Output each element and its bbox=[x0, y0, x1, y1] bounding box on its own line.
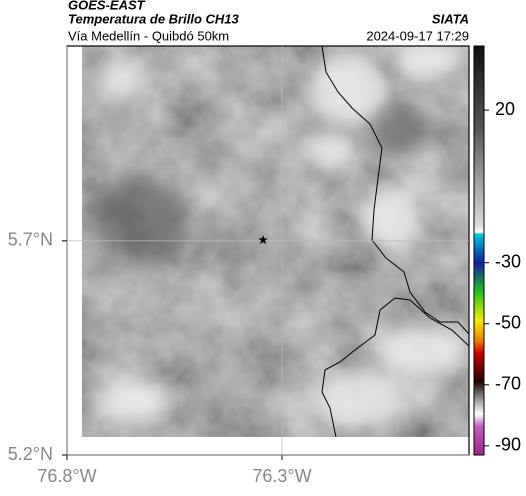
colorbar-tick-label: -30 bbox=[495, 251, 521, 271]
colorbar-tick-label: -50 bbox=[495, 313, 521, 333]
borders bbox=[321, 46, 469, 437]
agency: SIATA bbox=[432, 11, 469, 26]
lon-tick-label: 76.3°W bbox=[252, 466, 311, 486]
satellite-image bbox=[82, 46, 469, 437]
lat-tick-label: 5.2°N bbox=[8, 444, 53, 464]
location-marker bbox=[258, 235, 268, 245]
subtitle: Vía Medellín - Quibdó 50km bbox=[68, 28, 229, 43]
title: Temperatura de Brillo CH13 bbox=[68, 11, 240, 26]
source: GOES-EAST bbox=[68, 0, 146, 12]
colorbar-tick-label: -70 bbox=[495, 374, 521, 394]
lon-tick-label: 76.8°W bbox=[37, 466, 96, 486]
colorbar bbox=[473, 45, 485, 456]
colorbar-tick-label: 20 bbox=[495, 99, 515, 119]
datetime: 2024-09-17 17:29 bbox=[366, 28, 469, 43]
lat-tick-label: 5.7°N bbox=[8, 230, 53, 250]
colorbar-tick-label: -90 bbox=[495, 435, 521, 455]
